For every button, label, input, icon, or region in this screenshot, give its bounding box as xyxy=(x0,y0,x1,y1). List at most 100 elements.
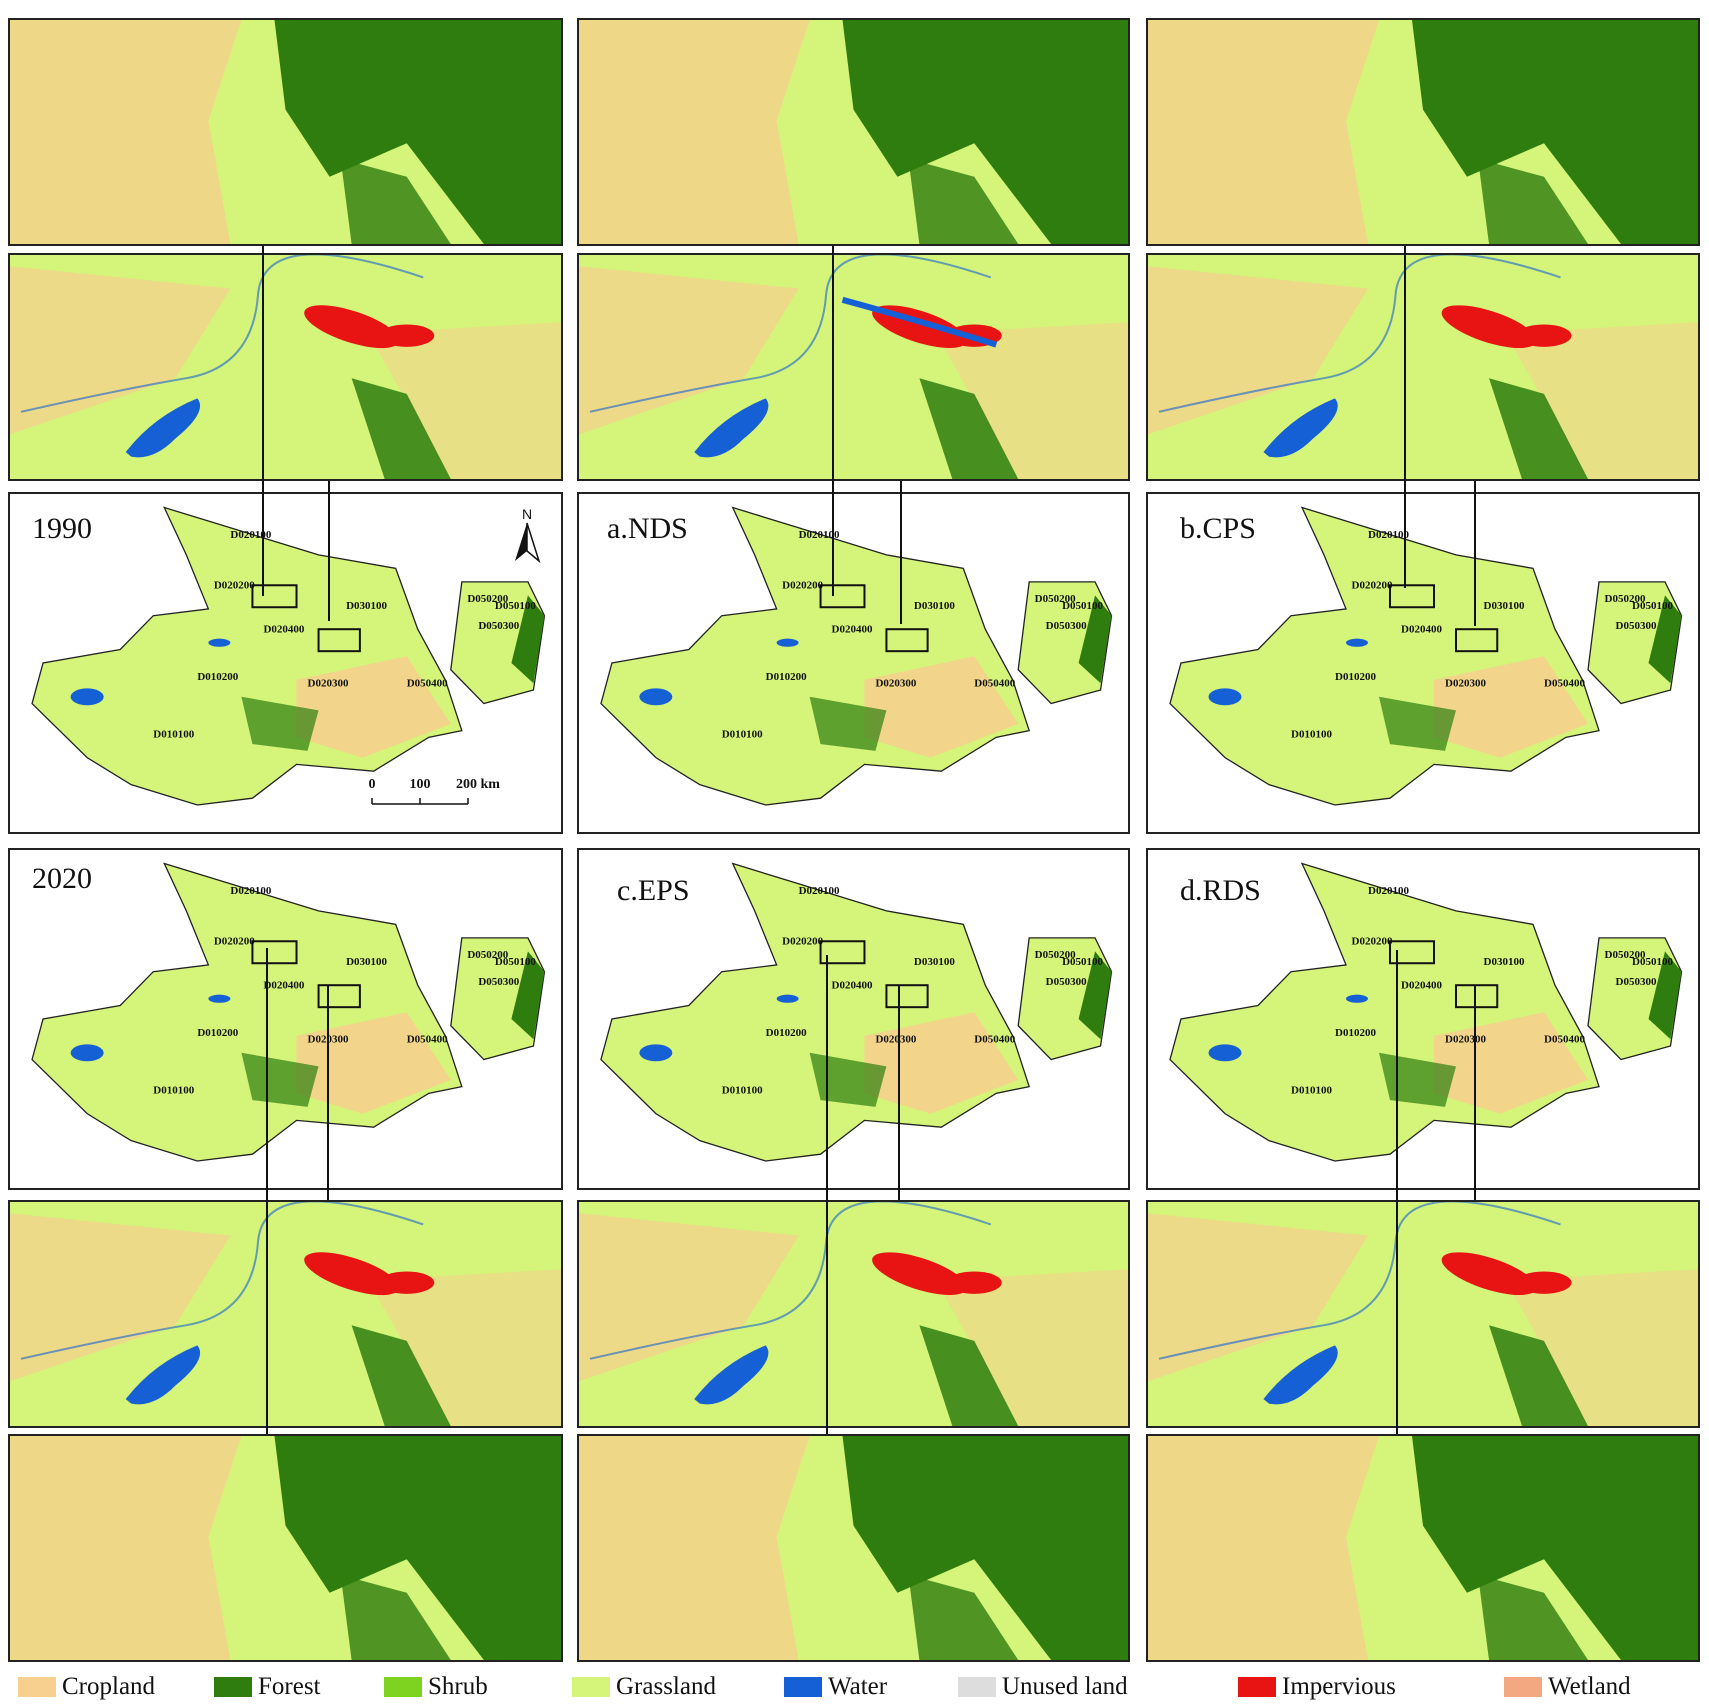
cropland-area xyxy=(368,1269,561,1426)
forest-area xyxy=(241,1052,319,1107)
region-label: D050300 xyxy=(478,976,519,988)
east-subbasin xyxy=(1017,581,1113,705)
region-label: D020300 xyxy=(1445,1034,1486,1046)
overview-map-nds: D020100 D020200 D030100 D050200 D050300 D0501… xyxy=(577,492,1130,834)
region-label: D050100 xyxy=(495,600,536,612)
forest-area xyxy=(1648,595,1682,684)
legend-item-forest: Forest xyxy=(214,1672,321,1702)
cropland-area xyxy=(1434,656,1588,758)
legend-swatch xyxy=(784,1677,822,1697)
zoom-box xyxy=(1389,584,1435,609)
connector-line xyxy=(262,246,264,596)
region-label: D050400 xyxy=(974,678,1015,690)
region-label: D030100 xyxy=(346,600,387,612)
zoom-forest-cps xyxy=(1146,18,1700,246)
zoom-urban-1990 xyxy=(8,253,563,481)
overview-map-2020: D020100 D020200 D030100 D050200 D050300 D0501… xyxy=(8,848,563,1190)
region-label: D020400 xyxy=(263,980,304,992)
forest-area xyxy=(1078,951,1112,1040)
zoom-box xyxy=(1389,940,1435,965)
forest-area xyxy=(842,1436,1128,1660)
lake xyxy=(1208,688,1242,706)
map-title-eps: c.EPS xyxy=(617,874,690,907)
region-label: D050100 xyxy=(1062,600,1103,612)
lake xyxy=(776,994,799,1003)
forest-area xyxy=(241,696,319,751)
impervious-area xyxy=(872,1252,967,1296)
region-label: D050300 xyxy=(1616,976,1657,988)
legend-item-unused-land: Unused land xyxy=(958,1672,1128,1702)
north-label: N xyxy=(522,506,532,522)
forest-area xyxy=(1078,595,1112,684)
region-label: D050300 xyxy=(1616,620,1657,632)
region-label: D050400 xyxy=(1544,678,1585,690)
region-label: D030100 xyxy=(1484,956,1525,968)
cropland-area xyxy=(10,1213,231,1382)
region-label: D050200 xyxy=(1605,949,1646,961)
region-label: D050400 xyxy=(1544,1034,1585,1046)
region-label: D020200 xyxy=(1352,936,1393,948)
zoom-forest-rds xyxy=(1146,1434,1700,1662)
legend-item-wetland: Wetland xyxy=(1504,1672,1631,1702)
cropland-area xyxy=(296,656,451,758)
river-line xyxy=(20,1202,424,1360)
forest-area xyxy=(274,20,561,244)
zoom-urban-2020 xyxy=(8,1200,563,1428)
region-label: D030100 xyxy=(1484,600,1525,612)
lake xyxy=(694,1345,769,1405)
zoom-box xyxy=(819,584,866,609)
forest-area xyxy=(1412,1436,1698,1660)
impervious-area xyxy=(1441,305,1537,349)
forest-area xyxy=(351,378,451,479)
region-label: D050400 xyxy=(407,678,448,690)
overview-map-1990: D020100 D020200 D030100 D050200 D050300 D0501… xyxy=(8,492,563,834)
legend-swatch xyxy=(958,1677,996,1697)
region-label: D010100 xyxy=(153,1084,194,1096)
region-label: D030100 xyxy=(914,600,955,612)
connector-line xyxy=(898,985,900,1200)
lake xyxy=(1346,638,1368,647)
river-line xyxy=(589,255,992,413)
lake xyxy=(1263,398,1338,458)
zoom-box xyxy=(317,628,361,653)
lake xyxy=(639,688,673,706)
forest-area xyxy=(274,1436,561,1660)
connector-line xyxy=(327,985,329,1200)
region-label: D050200 xyxy=(1035,949,1076,961)
region-label: D020400 xyxy=(1401,624,1442,636)
region-label: D020100 xyxy=(230,529,271,541)
connector-line xyxy=(328,481,330,621)
impervious-area xyxy=(1441,1252,1537,1296)
forest-area xyxy=(809,1052,887,1107)
zoom-urban-nds xyxy=(577,253,1130,481)
lake xyxy=(1208,1044,1242,1062)
region-label: D020400 xyxy=(1401,980,1442,992)
east-subbasin xyxy=(1587,581,1683,705)
region-label: D020400 xyxy=(832,980,873,992)
impervious-area xyxy=(304,305,400,349)
region-label: D020100 xyxy=(1368,885,1409,897)
region-label: D020100 xyxy=(1368,529,1409,541)
forest-patch xyxy=(908,1574,1019,1660)
legend-label: Impervious xyxy=(1282,1673,1396,1700)
legend-label: Grassland xyxy=(616,1673,716,1700)
lake xyxy=(776,638,799,647)
lake xyxy=(208,638,231,647)
region-label: D050200 xyxy=(1605,593,1646,605)
legend-item-impervious: Impervious xyxy=(1238,1672,1396,1702)
lake xyxy=(639,1044,673,1062)
map-title-nds: a.NDS xyxy=(607,512,688,545)
forest-patch xyxy=(340,158,451,244)
legend-label: Wetland xyxy=(1548,1673,1631,1700)
impervious-area xyxy=(1516,1271,1572,1294)
region-label: D020400 xyxy=(263,624,304,636)
zoom-urban-eps xyxy=(577,1200,1130,1428)
map-title-cps: b.CPS xyxy=(1180,512,1256,545)
zoom-box xyxy=(819,940,866,965)
zoom-forest-eps xyxy=(577,1434,1130,1662)
impervious-area xyxy=(304,1252,400,1296)
legend-item-shrub: Shrub xyxy=(384,1672,488,1702)
cropland-area xyxy=(1148,1436,1379,1660)
map-title-1990: 1990 xyxy=(32,512,92,545)
forest-patch xyxy=(1478,158,1588,244)
